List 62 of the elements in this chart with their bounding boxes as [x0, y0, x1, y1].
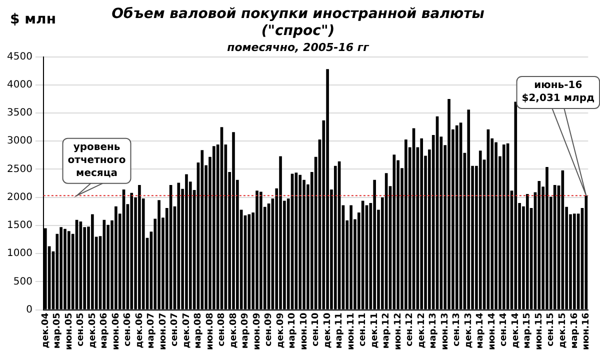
- x-tick-label: июн.07: [158, 312, 168, 350]
- x-tick-label: июн.15: [534, 312, 544, 350]
- x-tick-label: июн.06: [111, 312, 122, 350]
- x-tick-label: сен.08: [217, 312, 228, 346]
- x-tick-label: июн.12: [393, 312, 404, 350]
- x-tick-label: мар.08: [194, 312, 204, 349]
- x-tick-label: дек.14: [510, 312, 521, 348]
- x-tick-label: сен.12: [405, 312, 416, 346]
- x-tick-label: июн.10: [299, 312, 310, 350]
- y-tick-label: 2000: [6, 192, 32, 203]
- x-tick-label: июн.09: [252, 312, 262, 350]
- x-tick-label: дек.12: [416, 312, 427, 348]
- x-tick-label: июн.11: [346, 312, 356, 350]
- x-tick-label: мар.05: [52, 312, 63, 349]
- chart-subtitle: помесячно, 2005-16 гг: [227, 41, 370, 54]
- x-tick-label: мар.12: [382, 312, 392, 349]
- x-tick-label: июн.16: [582, 312, 592, 350]
- x-tick-label: мар.10: [288, 312, 298, 349]
- x-tick-label: мар.13: [428, 312, 439, 349]
- x-tick-label: дек.11: [370, 312, 380, 348]
- y-tick-label: 500: [13, 276, 32, 288]
- x-tick-label: дек.09: [276, 312, 286, 348]
- x-tick-label: дек.04: [40, 312, 51, 348]
- x-tick-label: дек.15: [558, 312, 568, 348]
- chart-title: Объем валовой покупки иностранной валюты ("спрос"): [112, 6, 485, 39]
- y-tick-label: 0: [26, 304, 32, 316]
- x-tick-label: мар.11: [334, 312, 345, 349]
- x-tick-label: дек.08: [228, 312, 239, 348]
- x-tick-label: июн.05: [64, 312, 74, 350]
- x-tick-label: сен.07: [170, 312, 180, 346]
- x-tick-label: мар.06: [100, 312, 110, 349]
- x-tick-label: сен.14: [499, 312, 510, 346]
- x-tick-label: дек.10: [322, 312, 333, 348]
- y-tick-label: 2500: [6, 164, 32, 175]
- x-tick-label: сен.05: [76, 312, 86, 346]
- y-tick-label: 4000: [6, 80, 32, 91]
- x-tick-label: дек.13: [464, 312, 474, 348]
- y-tick-label: 4500: [6, 51, 32, 62]
- y-tick-label: 3500: [6, 108, 32, 119]
- x-tick-label: мар.07: [146, 312, 157, 349]
- y-tick-label: 3000: [6, 136, 32, 147]
- x-tick-label: сен.15: [546, 312, 556, 346]
- x-tick-label: июн.08: [205, 312, 216, 350]
- x-tick-label: сен.13: [452, 312, 462, 346]
- y-tick-label: 1000: [6, 248, 32, 260]
- y-tick-label: 1500: [6, 220, 32, 232]
- y-axis-title: $ млн: [10, 12, 56, 28]
- x-tick-label: сен.11: [358, 312, 368, 346]
- x-tick-label: мар.15: [522, 312, 533, 349]
- x-tick-label: сен.10: [311, 312, 322, 346]
- x-tick-label: сен.06: [123, 312, 134, 346]
- x-tick-label: дек.05: [88, 312, 98, 348]
- x-tick-label: сен.09: [264, 312, 274, 346]
- x-tick-label: июн.14: [487, 312, 498, 350]
- x-tick-label: дек.06: [134, 312, 145, 348]
- x-tick-label: мар.09: [240, 312, 251, 349]
- x-tick-label: мар.16: [570, 312, 580, 349]
- x-tick-label: июн.13: [440, 312, 450, 350]
- x-tick-label: дек.07: [182, 312, 192, 348]
- annotation: июнь-16 $2,031 млрд: [522, 80, 595, 104]
- ref-line-label: уровень отчетного месяца: [68, 142, 126, 179]
- x-tick-label: мар.14: [476, 312, 486, 349]
